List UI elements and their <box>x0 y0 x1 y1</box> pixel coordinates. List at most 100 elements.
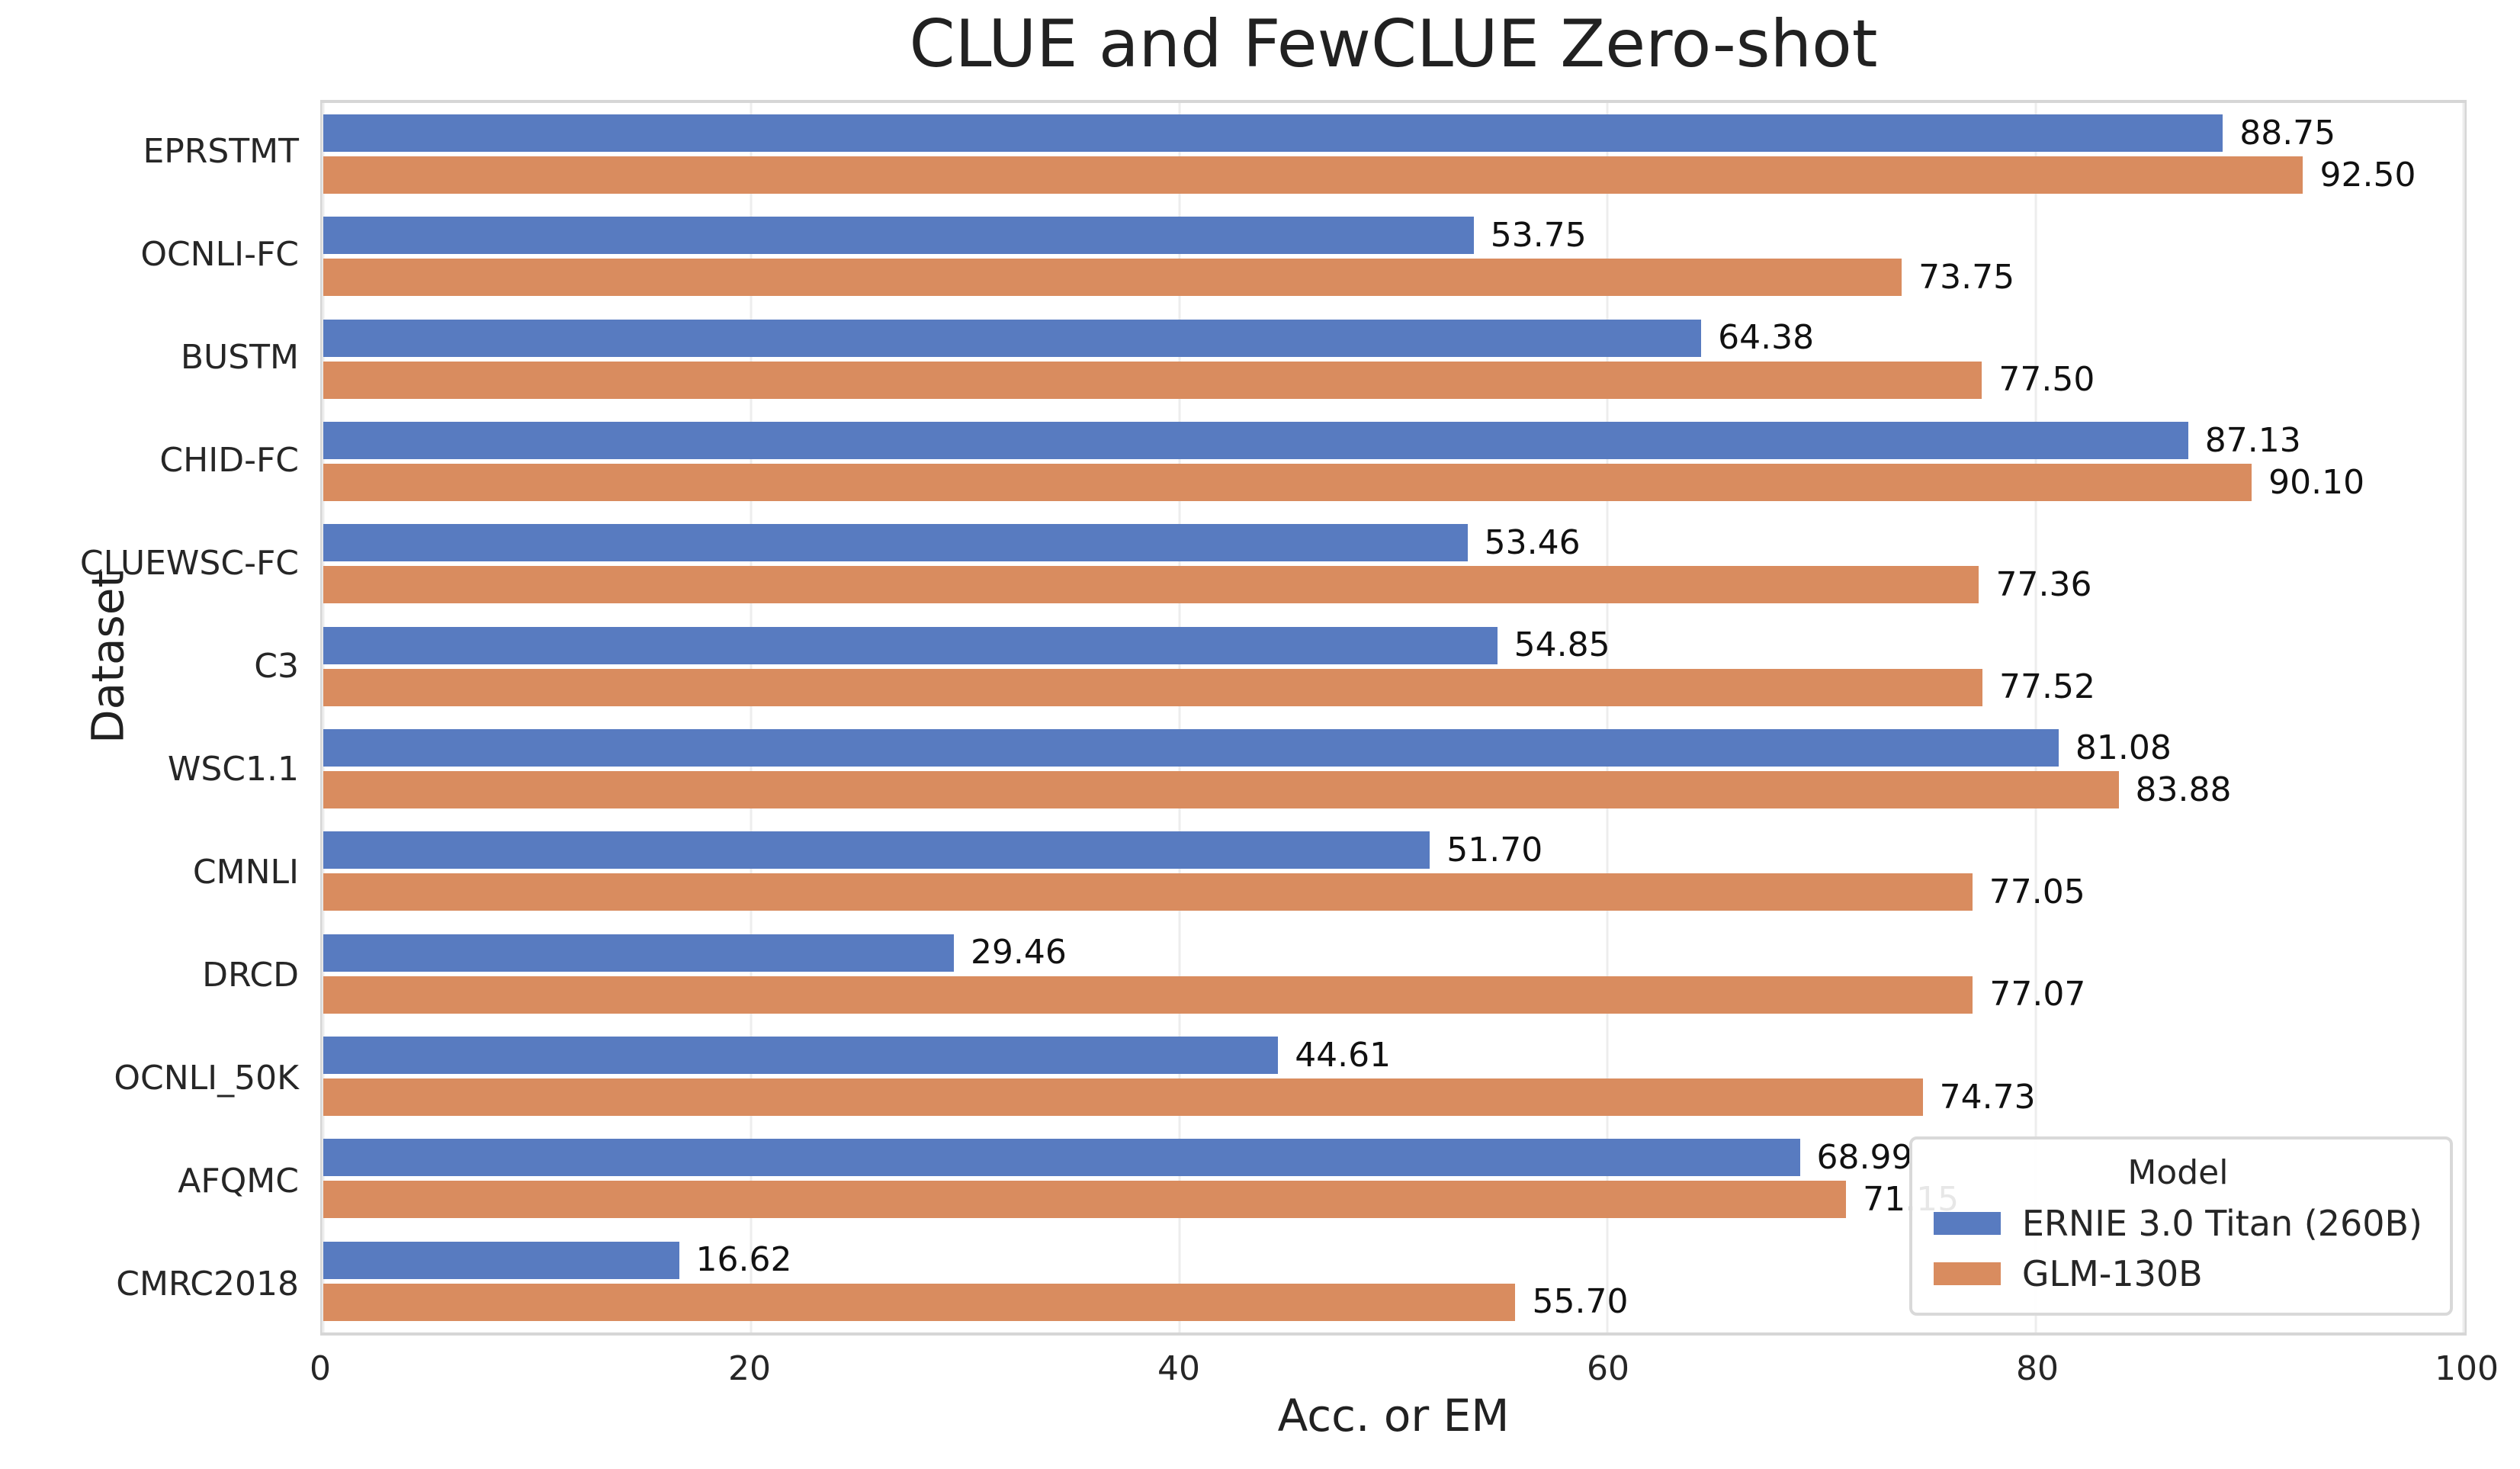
bar-value-label: 51.70 <box>1446 830 1543 870</box>
chart-title: CLUE and FewCLUE Zero-shot <box>909 6 1878 82</box>
bar-row: 16.62 <box>323 1240 2464 1280</box>
bar-row: 92.50 <box>323 156 2464 194</box>
bar-value-label: 77.36 <box>1995 564 2092 604</box>
x-axis-ticks: 0 20 40 60 80 100 <box>310 1339 2499 1388</box>
bar-row: 64.38 <box>323 318 2464 358</box>
bar-ernie-3-0-titan-260b- <box>323 934 954 972</box>
bar-row: 87.13 <box>323 420 2464 460</box>
bar-value-label: 83.88 <box>2135 770 2232 809</box>
bar-value-label: 73.75 <box>1918 257 2015 297</box>
bar-value-label: 90.10 <box>2268 462 2365 502</box>
bar-glm-130b <box>323 976 1973 1014</box>
bar-glm-130b <box>323 464 2252 502</box>
bar-value-label: 54.85 <box>1514 625 1610 665</box>
plot-area: 88.75 92.50 53.75 73.75 64.38 77.50 87.13 90.10… <box>320 100 2467 1336</box>
bar-group-ocnli-fc: 53.75 73.75 <box>323 205 2464 307</box>
bar-row: 55.70 <box>323 1282 2464 1322</box>
bar-glm-130b <box>323 668 1982 706</box>
bar-ernie-3-0-titan-260b- <box>323 1037 1279 1075</box>
legend-label-ernie: ERNIE 3.0 Titan (260B) <box>2021 1203 2422 1244</box>
bar-row: 53.46 <box>323 522 2464 562</box>
bar-group-ocnli-50k: 44.61 74.73 <box>323 1025 2464 1127</box>
x-tick-label: 40 <box>1157 1349 1200 1388</box>
bar-row: 73.75 <box>323 257 2464 297</box>
y-tick-label: C3 <box>254 647 299 686</box>
legend-swatch-glm <box>1933 1262 2001 1285</box>
gridline <box>322 103 325 1332</box>
bar-group-cluewsc-fc: 53.46 77.36 <box>323 513 2464 615</box>
bar-group-drcd: 29.46 77.07 <box>323 923 2464 1025</box>
bar-row: 77.50 <box>323 360 2464 400</box>
bar-value-label: 77.07 <box>1989 975 2086 1014</box>
bar-value-label: 81.08 <box>2075 728 2172 767</box>
bar-row: 54.85 <box>323 625 2464 665</box>
x-tick-label: 0 <box>310 1349 331 1388</box>
y-tick-label: CMNLI <box>192 853 299 892</box>
y-tick-label: CLUEWSC-FC <box>79 544 299 583</box>
bar-value-label: 44.61 <box>1295 1035 1392 1075</box>
bar-value-label: 16.62 <box>695 1240 792 1280</box>
bar-row: 88.75 <box>323 113 2464 153</box>
legend-entry-ernie: ERNIE 3.0 Titan (260B) <box>1933 1203 2422 1244</box>
bar-row: 81.08 <box>323 729 2464 767</box>
bar-value-label: 77.52 <box>1998 667 2095 707</box>
gridline <box>750 103 753 1332</box>
bar-value-label: 64.38 <box>1718 318 1815 358</box>
y-tick-label: EPRSTMT <box>143 132 299 171</box>
bar-glm-130b <box>323 1078 1923 1117</box>
bar-value-label: 74.73 <box>1939 1077 2036 1117</box>
bar-ernie-3-0-titan-260b- <box>323 422 2188 460</box>
legend-title: Model <box>2127 1153 2229 1192</box>
bar-row: 77.07 <box>323 976 2464 1014</box>
bar-value-label: 87.13 <box>2204 420 2301 460</box>
bar-value-label: 68.99 <box>1816 1137 1913 1177</box>
bar-row: 68.99 <box>323 1137 2464 1177</box>
bar-ernie-3-0-titan-260b- <box>323 114 2223 153</box>
bar-ernie-3-0-titan-260b- <box>323 1241 679 1279</box>
bar-row: 44.61 <box>323 1035 2464 1075</box>
legend: Model ERNIE 3.0 Titan (260B) GLM-130B <box>1908 1136 2453 1316</box>
bar-row: 77.05 <box>323 873 2464 911</box>
bar-ernie-3-0-titan-260b- <box>323 831 1430 870</box>
gridline <box>1606 103 1609 1332</box>
bar-value-label: 53.46 <box>1484 522 1581 562</box>
bar-group-wsc1-1: 81.08 83.88 <box>323 718 2464 820</box>
legend-entry-glm: GLM-130B <box>1933 1253 2422 1294</box>
y-tick-label: OCNLI_50K <box>114 1059 299 1098</box>
gridline <box>2462 103 2465 1332</box>
bar-glm-130b <box>323 361 1982 399</box>
bar-value-label: 55.70 <box>1532 1282 1629 1322</box>
legend-label-glm: GLM-130B <box>2021 1253 2203 1294</box>
y-tick-label: AFQMC <box>178 1162 299 1201</box>
bar-glm-130b <box>323 873 1973 911</box>
y-tick-label: OCNLI-FC <box>140 235 299 274</box>
x-tick-label: 60 <box>1587 1349 1629 1388</box>
bar-ernie-3-0-titan-260b- <box>323 524 1468 562</box>
bar-ernie-3-0-titan-260b- <box>323 217 1474 255</box>
bar-group-cmrc2018: 16.62 55.70 <box>323 1230 2464 1332</box>
x-tick-label: 20 <box>728 1349 771 1388</box>
bar-value-label: 92.50 <box>2319 155 2416 194</box>
y-axis-ticks: EPRSTMT OCNLI-FC BUSTM CHID-FC CLUEWSC-FC C3 W… <box>0 100 299 1336</box>
bar-row: 29.46 <box>323 934 2464 972</box>
gridline <box>1178 103 1181 1332</box>
bar-glm-130b <box>323 1283 1516 1321</box>
x-axis-label: Acc. or EM <box>1277 1390 1510 1442</box>
y-tick-label: BUSTM <box>180 338 299 377</box>
bar-group-c3: 54.85 77.52 <box>323 616 2464 718</box>
gridline <box>2034 103 2037 1332</box>
bar-row: 51.70 <box>323 830 2464 870</box>
bar-glm-130b <box>323 566 1979 604</box>
bar-glm-130b <box>323 771 2119 809</box>
bar-row: 90.10 <box>323 462 2464 502</box>
bar-ernie-3-0-titan-260b- <box>323 729 2059 767</box>
bar-value-label: 77.50 <box>1998 360 2095 400</box>
bar-row: 74.73 <box>323 1077 2464 1117</box>
bar-row: 83.88 <box>323 770 2464 809</box>
bar-value-label: 88.75 <box>2239 113 2336 153</box>
x-tick-label: 80 <box>2016 1349 2059 1388</box>
legend-swatch-ernie <box>1933 1212 2001 1235</box>
bar-row: 53.75 <box>323 215 2464 255</box>
bar-value-label: 53.75 <box>1490 215 1587 255</box>
